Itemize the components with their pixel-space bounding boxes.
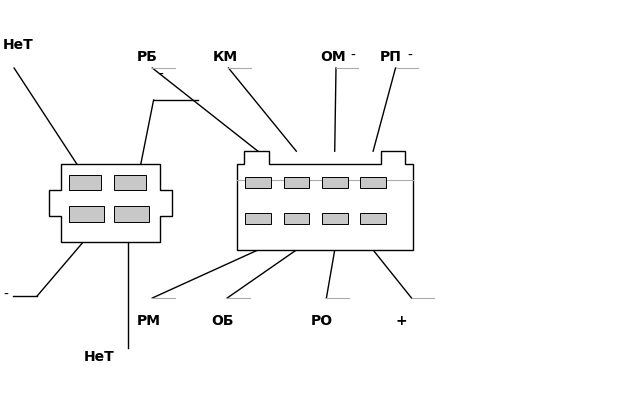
Text: РМ: РМ	[136, 314, 160, 328]
Text: -: -	[350, 49, 355, 63]
Text: -: -	[3, 288, 8, 302]
Bar	[114, 206, 149, 222]
Bar	[322, 213, 348, 224]
Text: РП: РП	[380, 50, 401, 64]
Bar	[360, 177, 386, 188]
Bar	[245, 213, 271, 224]
Text: +: +	[396, 314, 407, 328]
Bar	[360, 213, 386, 224]
Bar	[322, 177, 348, 188]
Text: НеТ: НеТ	[84, 350, 115, 364]
Polygon shape	[49, 164, 172, 242]
Bar	[284, 177, 309, 188]
Text: ОМ: ОМ	[320, 50, 346, 64]
Bar	[114, 175, 146, 190]
Text: КМ: КМ	[212, 50, 237, 64]
Polygon shape	[237, 151, 413, 250]
Bar	[245, 177, 271, 188]
Bar	[284, 213, 309, 224]
Text: НеТ: НеТ	[3, 38, 34, 52]
Bar	[69, 206, 104, 222]
Bar	[69, 175, 101, 190]
Text: РО: РО	[310, 314, 333, 328]
Text: РБ: РБ	[136, 50, 157, 64]
Text: -: -	[408, 49, 413, 63]
Text: -: -	[159, 68, 164, 82]
Text: ОБ: ОБ	[211, 314, 234, 328]
